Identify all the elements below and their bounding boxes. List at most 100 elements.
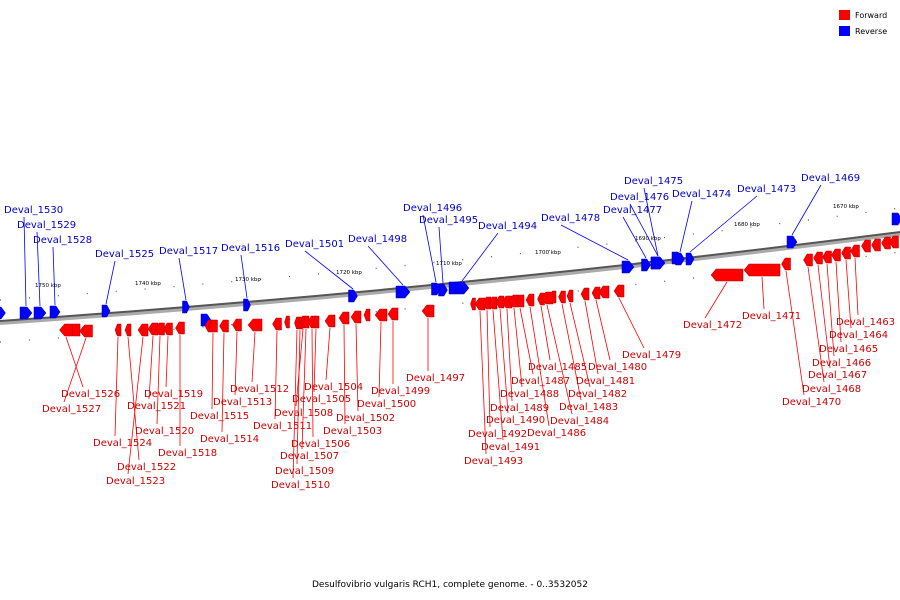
gene-label[interactable]: Deval_1463 xyxy=(836,317,895,328)
gene-arrow[interactable] xyxy=(421,304,435,318)
gene-label[interactable]: Deval_1526 xyxy=(61,389,120,400)
gene-label[interactable]: Deval_1521 xyxy=(127,401,186,412)
gene-label[interactable]: Deval_1466 xyxy=(812,358,871,369)
gene-arrow[interactable] xyxy=(501,295,513,309)
gene-arrow[interactable] xyxy=(861,239,871,253)
gene-arrow[interactable] xyxy=(566,289,574,303)
gene-label[interactable]: Deval_1503 xyxy=(323,426,382,437)
gene-arrow[interactable] xyxy=(350,310,362,324)
gene-arrow[interactable] xyxy=(137,323,149,337)
gene-label[interactable]: Deval_1515 xyxy=(190,411,249,422)
gene-label[interactable]: Deval_1502 xyxy=(336,413,395,424)
gene-arrow[interactable] xyxy=(881,236,891,250)
gene-label[interactable]: Deval_1522 xyxy=(117,462,176,473)
gene-label[interactable]: Deval_1495 xyxy=(419,215,478,226)
gene-arrow[interactable] xyxy=(488,296,498,310)
gene-arrow[interactable] xyxy=(891,212,900,226)
gene-label[interactable]: Deval_1467 xyxy=(808,370,867,381)
gene-arrow[interactable] xyxy=(338,311,350,325)
gene-arrow[interactable] xyxy=(19,306,33,320)
gene-label[interactable]: Deval_1486 xyxy=(527,428,586,439)
gene-label[interactable]: Deval_1506 xyxy=(291,439,350,450)
gene-arrow[interactable] xyxy=(650,256,666,270)
gene-label[interactable]: Deval_1469 xyxy=(801,173,860,184)
gene-label[interactable]: Deval_1468 xyxy=(802,384,861,395)
gene-arrow[interactable] xyxy=(613,284,625,298)
gene-label[interactable]: Deval_1474 xyxy=(672,189,731,200)
gene-arrow[interactable] xyxy=(232,318,242,332)
gene-label[interactable]: Deval_1509 xyxy=(275,466,334,477)
gene-arrow[interactable] xyxy=(312,315,320,329)
gene-arrow[interactable] xyxy=(813,251,823,265)
gene-label[interactable]: Deval_1473 xyxy=(737,184,796,195)
gene-arrow[interactable] xyxy=(49,305,61,319)
gene-arrow[interactable] xyxy=(495,295,505,309)
gene-arrow[interactable] xyxy=(841,246,851,260)
gene-arrow[interactable] xyxy=(33,306,47,320)
gene-arrow[interactable] xyxy=(598,285,610,299)
gene-arrow[interactable] xyxy=(540,291,554,305)
gene-arrow[interactable] xyxy=(182,300,190,314)
gene-label[interactable]: Deval_1528 xyxy=(33,235,92,246)
gene-label[interactable]: Deval_1530 xyxy=(4,205,63,216)
gene-arrow[interactable] xyxy=(114,323,122,337)
gene-arrow[interactable] xyxy=(324,314,336,328)
gene-arrow[interactable] xyxy=(387,307,399,321)
gene-arrow[interactable] xyxy=(822,250,832,264)
gene-arrow[interactable] xyxy=(247,318,263,332)
gene-arrow[interactable] xyxy=(302,315,310,329)
gene-label[interactable]: Deval_1513 xyxy=(213,397,272,408)
gene-label[interactable]: Deval_1464 xyxy=(829,330,888,341)
gene-arrow[interactable] xyxy=(59,323,73,337)
gene-label[interactable]: Deval_1465 xyxy=(819,344,878,355)
gene-arrow[interactable] xyxy=(641,258,651,272)
gene-label[interactable]: Deval_1514 xyxy=(200,434,259,445)
gene-label[interactable]: Deval_1494 xyxy=(478,221,537,232)
gene-label[interactable]: Deval_1499 xyxy=(371,386,430,397)
gene-label[interactable]: Deval_1477 xyxy=(603,205,662,216)
gene-arrow[interactable] xyxy=(163,322,173,336)
gene-label[interactable]: Deval_1481 xyxy=(576,376,635,387)
gene-arrow[interactable] xyxy=(175,321,185,335)
gene-arrow[interactable] xyxy=(591,286,601,300)
gene-arrow[interactable] xyxy=(438,283,448,297)
gene-label[interactable]: Deval_1518 xyxy=(158,448,217,459)
gene-label[interactable]: Deval_1492 xyxy=(468,429,527,440)
gene-label[interactable]: Deval_1496 xyxy=(403,203,462,214)
gene-label[interactable]: Deval_1471 xyxy=(742,311,801,322)
gene-label[interactable]: Deval_1482 xyxy=(568,389,627,400)
gene-label[interactable]: Deval_1501 xyxy=(285,239,344,250)
gene-label[interactable]: Deval_1484 xyxy=(550,416,609,427)
gene-label[interactable]: Deval_1470 xyxy=(782,397,841,408)
gene-label[interactable]: Deval_1472 xyxy=(683,320,742,331)
gene-label[interactable]: Deval_1525 xyxy=(95,249,154,260)
gene-arrow[interactable] xyxy=(79,324,93,338)
gene-label[interactable]: Deval_1512 xyxy=(230,384,289,395)
gene-label[interactable]: Deval_1489 xyxy=(490,403,549,414)
gene-arrow[interactable] xyxy=(395,285,411,299)
gene-label[interactable]: Deval_1483 xyxy=(559,402,618,413)
gene-label[interactable]: Deval_1488 xyxy=(500,389,559,400)
gene-arrow[interactable] xyxy=(515,294,525,308)
gene-arrow[interactable] xyxy=(580,287,590,301)
gene-label[interactable]: Deval_1516 xyxy=(221,243,280,254)
gene-label[interactable]: Deval_1493 xyxy=(464,456,523,467)
gene-arrow[interactable] xyxy=(454,281,470,295)
gene-label[interactable]: Deval_1476 xyxy=(610,192,669,203)
gene-label[interactable]: Deval_1490 xyxy=(486,415,545,426)
gene-label[interactable]: Deval_1487 xyxy=(511,376,570,387)
gene-label[interactable]: Deval_1479 xyxy=(622,350,681,361)
gene-label[interactable]: Deval_1475 xyxy=(624,176,683,187)
gene-label[interactable]: Deval_1480 xyxy=(588,362,647,373)
gene-label[interactable]: Deval_1524 xyxy=(93,438,152,449)
gene-arrow[interactable] xyxy=(558,290,566,304)
gene-arrow[interactable] xyxy=(208,319,218,333)
gene-label[interactable]: Deval_1527 xyxy=(42,404,101,415)
gene-arrow[interactable] xyxy=(272,317,282,331)
gene-arrow[interactable] xyxy=(850,244,860,258)
gene-label[interactable]: Deval_1500 xyxy=(357,399,416,410)
gene-label[interactable]: Deval_1529 xyxy=(17,220,76,231)
gene-arrow[interactable] xyxy=(685,252,695,266)
gene-arrow[interactable] xyxy=(474,297,486,311)
gene-arrow[interactable] xyxy=(219,319,229,333)
